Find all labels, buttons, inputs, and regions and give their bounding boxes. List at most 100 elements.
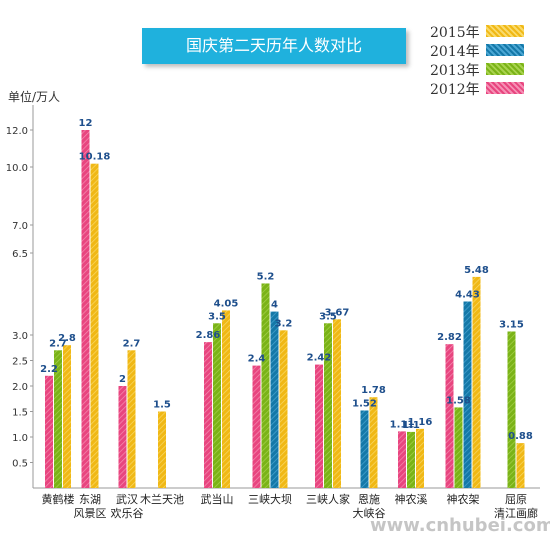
data-label: 1.52	[352, 398, 377, 409]
bar-2015年-4	[222, 310, 230, 488]
legend-item-2015: 2015年	[430, 22, 550, 41]
bar-2015年-0	[63, 345, 71, 488]
bar-2012年-8	[398, 431, 406, 488]
y-tick-label: 3.0	[12, 331, 28, 342]
data-label: 4.43	[455, 289, 480, 300]
bar-2013年-9	[454, 407, 463, 488]
legend-item-2013: 2013年	[430, 60, 550, 79]
y-tick-label: 2.5	[12, 357, 28, 368]
x-tick-label: 东湖	[79, 493, 101, 506]
bar-2013年-8	[407, 431, 415, 488]
legend-swatch-2015	[486, 25, 524, 37]
bar-2012年-2	[118, 386, 127, 488]
bar-2015年-1	[90, 163, 99, 489]
data-label: 1.78	[361, 385, 386, 396]
data-label: 10.18	[79, 152, 111, 163]
bar-2012年-1	[81, 130, 90, 488]
data-label: 1.11	[390, 419, 415, 430]
bar-2015年-10	[516, 443, 525, 488]
data-label: 1.58	[446, 395, 471, 406]
data-label: 3.67	[325, 307, 350, 318]
x-tick-label: 清江画廊	[494, 506, 538, 520]
data-label: 2	[119, 374, 126, 385]
bar-2015年-5	[279, 330, 288, 488]
data-label: 2.82	[437, 332, 462, 343]
legend-label-2015: 2015年	[430, 25, 480, 41]
x-tick-label: 黄鹤楼	[42, 492, 75, 506]
data-label: 0.88	[508, 431, 533, 442]
data-label: 4	[271, 300, 278, 311]
x-tick-label: 武汉	[116, 493, 138, 506]
data-label: 1.16	[408, 417, 433, 428]
y-tick-label: 7.0	[12, 221, 28, 232]
y-tick-label: 6.5	[12, 249, 28, 260]
y-tick-label: 10.0	[6, 163, 28, 174]
legend-swatch-2014	[486, 44, 524, 56]
legend-label-2012: 2012年	[430, 82, 480, 98]
bar-2014年-5	[270, 311, 279, 488]
bar-2012年-5	[252, 365, 261, 488]
data-label: 2.42	[307, 353, 332, 364]
watermark: www.cnhubei.com	[370, 515, 550, 536]
bar-2015年-3	[158, 411, 166, 488]
bar-2013年-4	[213, 323, 221, 488]
legend-label-2013: 2013年	[430, 63, 480, 79]
legend-item-2014: 2014年	[430, 41, 550, 60]
x-tick-label: 大峡谷	[353, 506, 386, 520]
bar-2015年-9	[472, 276, 481, 488]
bar-2012年-4	[204, 342, 212, 488]
bar-2014年-9	[463, 301, 472, 488]
bar-2012年-9	[445, 344, 454, 488]
data-label: 5.48	[464, 265, 489, 276]
legend-label-2014: 2014年	[430, 44, 480, 60]
bar-2015年-8	[416, 428, 424, 488]
x-tick-label: 屈原	[505, 493, 527, 506]
data-label: 2.4	[248, 354, 266, 365]
x-tick-label: 风景区	[74, 507, 107, 520]
x-tick-label: 木兰天池	[140, 493, 184, 506]
x-tick-label: 欢乐谷	[111, 506, 144, 520]
data-label: 2.2	[40, 364, 58, 375]
chart-title: 国庆第二天历年人数对比	[142, 28, 406, 64]
x-tick-label: 神农溪	[395, 492, 428, 506]
data-label: 2.8	[58, 333, 76, 344]
y-axis-unit-label: 单位/万人	[8, 90, 61, 104]
bar-2012年-0	[45, 375, 53, 488]
y-tick-label: 1.0	[12, 433, 28, 444]
bar-2013年-5	[261, 283, 270, 488]
data-label: 4.05	[214, 298, 239, 309]
data-label: 1.1	[402, 420, 420, 431]
legend-item-2012: 2012年	[430, 79, 550, 98]
bar-2015年-7	[369, 397, 378, 488]
bar-2013年-10	[507, 331, 516, 488]
bar-2014年-7	[360, 410, 369, 488]
data-label: 2.7	[123, 338, 141, 349]
x-tick-label: 武当山	[201, 492, 234, 506]
y-tick-label: 12.0	[6, 126, 28, 137]
bar-2015年-6	[333, 319, 341, 488]
y-tick-label: 2.0	[12, 382, 28, 393]
data-label: 3.15	[499, 319, 524, 330]
bar-2013年-6	[324, 323, 332, 488]
data-label: 3.5	[319, 311, 337, 322]
y-tick-label: 0.5	[12, 459, 28, 470]
bar-2012年-6	[315, 364, 323, 488]
x-tick-label: 神农架	[447, 492, 480, 506]
data-label: 12	[79, 118, 93, 129]
legend-swatch-2012	[486, 82, 524, 94]
data-label: 2.7	[49, 338, 67, 349]
data-label: 1.5	[153, 400, 171, 411]
x-tick-label: 三峡人家	[306, 492, 350, 506]
data-label: 2.86	[196, 330, 221, 341]
legend-swatch-2013	[486, 63, 524, 75]
data-label: 5.2	[257, 271, 275, 282]
bar-2015年-2	[127, 350, 136, 488]
bar-2013年-0	[54, 350, 62, 488]
x-tick-label: 三峡大坝	[248, 492, 292, 506]
data-label: 3.5	[208, 311, 226, 322]
data-label: 3.2	[275, 318, 293, 329]
y-tick-label: 1.5	[12, 408, 28, 419]
x-tick-label: 恩施	[358, 493, 380, 506]
